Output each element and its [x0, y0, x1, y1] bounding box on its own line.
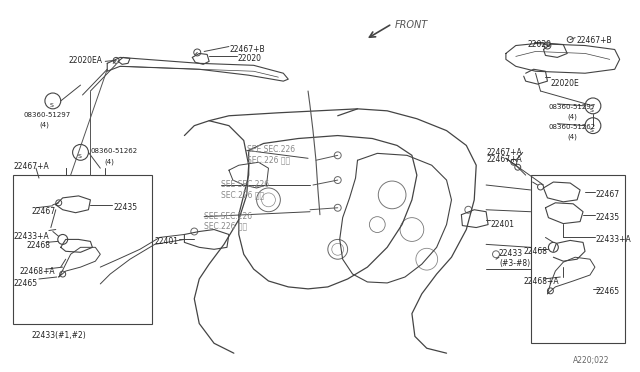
Text: S: S	[590, 128, 594, 133]
Text: 22465: 22465	[596, 287, 620, 296]
Text: (4): (4)	[567, 134, 577, 140]
Text: 08360-51262: 08360-51262	[90, 148, 138, 154]
Text: 08360-51297: 08360-51297	[548, 104, 596, 110]
Text: 22435: 22435	[113, 203, 138, 212]
Bar	[13, 175, 152, 324]
Text: S: S	[50, 103, 54, 108]
Text: A220;022: A220;022	[573, 356, 610, 365]
Text: 22020E: 22020E	[550, 79, 579, 88]
Text: 22467: 22467	[31, 207, 55, 216]
Text: SEE SEC.226: SEE SEC.226	[246, 145, 295, 154]
Text: 22020EA: 22020EA	[68, 57, 102, 65]
Text: 22433: 22433	[499, 249, 523, 258]
Text: 22467: 22467	[596, 190, 620, 199]
Text: 08360-51297: 08360-51297	[23, 112, 70, 118]
Text: S: S	[590, 108, 594, 113]
Text: SEC.226 参照: SEC.226 参照	[221, 190, 264, 199]
Text: 08360-51262: 08360-51262	[548, 124, 596, 130]
Bar	[531, 175, 625, 343]
Text: SEC.226 参照: SEC.226 参照	[204, 222, 247, 231]
Text: 22020: 22020	[527, 39, 552, 49]
Text: 22433+A: 22433+A	[13, 231, 49, 241]
Text: (#3-#8): (#3-#8)	[499, 259, 530, 268]
Text: 22433(#1,#2): 22433(#1,#2)	[31, 331, 86, 340]
Text: SEE SEC.226: SEE SEC.226	[221, 180, 269, 189]
Text: SEC.226 参照: SEC.226 参照	[246, 155, 290, 164]
Text: 22401: 22401	[155, 237, 179, 246]
Text: S: S	[77, 154, 81, 159]
Text: 22467+B: 22467+B	[576, 36, 612, 45]
Text: 22435: 22435	[596, 213, 620, 222]
Text: 22467+A: 22467+A	[13, 162, 49, 171]
Text: 22020: 22020	[238, 54, 262, 64]
Text: (4): (4)	[104, 158, 114, 165]
Text: 22468: 22468	[524, 247, 548, 256]
Text: 22467+A: 22467+A	[486, 155, 522, 164]
Text: 22467+B: 22467+B	[230, 45, 266, 54]
Text: 22433+A: 22433+A	[596, 235, 632, 244]
Text: 22467+A: 22467+A	[486, 148, 522, 157]
Text: 22468+A: 22468+A	[19, 267, 55, 276]
Text: SEE SEC.226: SEE SEC.226	[204, 212, 252, 221]
Text: (4): (4)	[567, 114, 577, 120]
Text: (4): (4)	[39, 122, 49, 128]
Text: 22468+A: 22468+A	[524, 277, 559, 286]
Text: FRONT: FRONT	[395, 20, 428, 30]
Text: 22401: 22401	[490, 219, 514, 229]
Text: 22468: 22468	[26, 241, 50, 250]
Text: 22465: 22465	[13, 279, 37, 288]
